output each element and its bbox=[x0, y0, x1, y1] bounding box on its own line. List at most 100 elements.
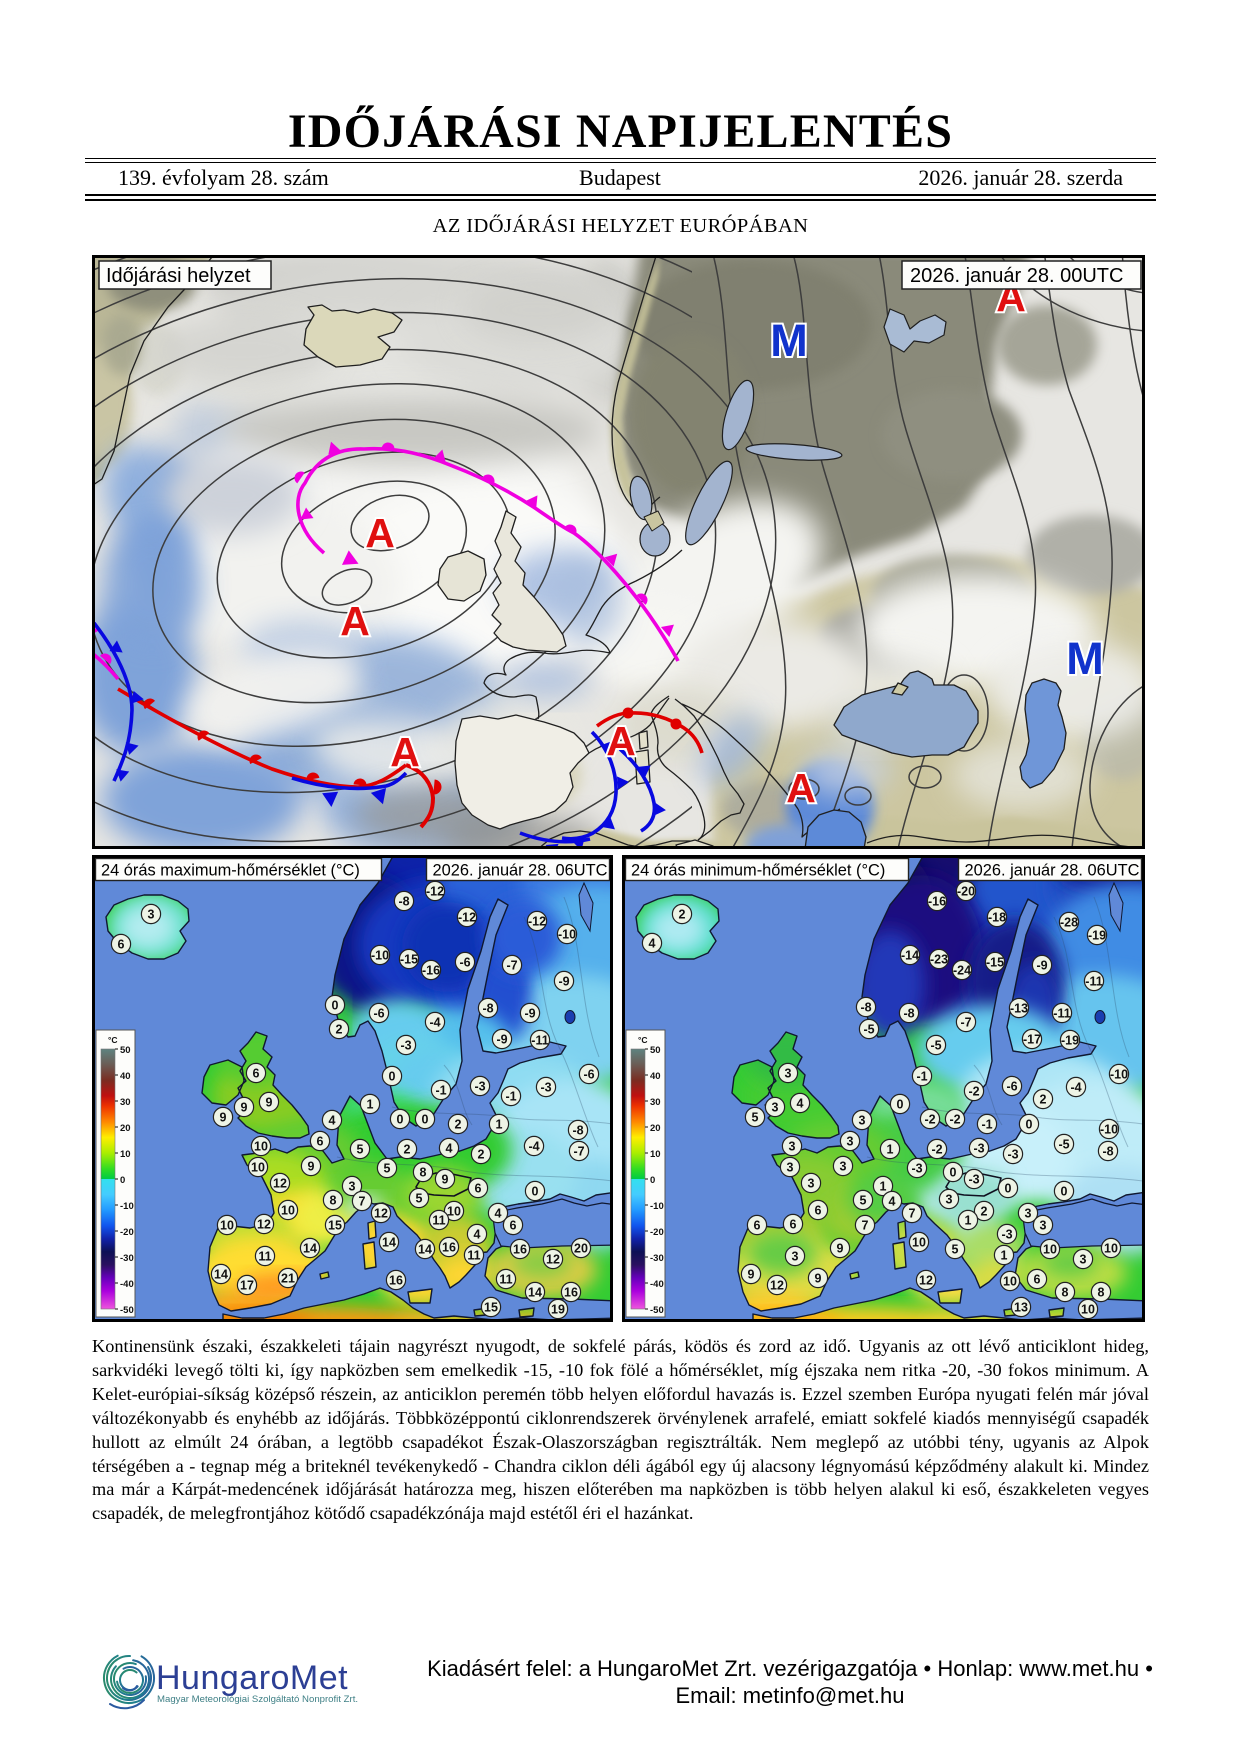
svg-text:3: 3 bbox=[785, 1066, 792, 1080]
svg-text:-50: -50 bbox=[650, 1305, 664, 1316]
svg-text:-8: -8 bbox=[860, 1000, 871, 1014]
svg-text:14: 14 bbox=[214, 1267, 228, 1281]
svg-text:-24: -24 bbox=[953, 963, 971, 977]
svg-text:M: M bbox=[1066, 633, 1104, 684]
svg-text:3: 3 bbox=[859, 1113, 866, 1127]
svg-text:0: 0 bbox=[532, 1184, 539, 1198]
svg-text:9: 9 bbox=[442, 1172, 449, 1186]
svg-text:3: 3 bbox=[792, 1249, 799, 1263]
svg-text:1: 1 bbox=[887, 1142, 894, 1156]
svg-text:9: 9 bbox=[220, 1110, 227, 1124]
svg-text:-9: -9 bbox=[496, 1032, 507, 1046]
svg-text:24 órás minimum-hőmérséklet (°: 24 órás minimum-hőmérséklet (°C) bbox=[631, 862, 885, 880]
svg-text:40: 40 bbox=[650, 1071, 661, 1082]
svg-text:3: 3 bbox=[1080, 1252, 1087, 1266]
svg-text:-3: -3 bbox=[973, 1141, 984, 1155]
svg-text:-9: -9 bbox=[1036, 958, 1047, 972]
svg-text:12: 12 bbox=[546, 1252, 560, 1266]
svg-text:-6: -6 bbox=[459, 955, 470, 969]
svg-text:-19: -19 bbox=[1061, 1033, 1079, 1047]
svg-text:6: 6 bbox=[510, 1218, 517, 1232]
svg-text:20: 20 bbox=[574, 1241, 588, 1255]
svg-text:-3: -3 bbox=[911, 1161, 922, 1175]
svg-text:2026. január 28. 00UTC: 2026. január 28. 00UTC bbox=[910, 265, 1123, 287]
svg-text:10: 10 bbox=[281, 1203, 295, 1217]
svg-text:2: 2 bbox=[1040, 1092, 1047, 1106]
svg-text:10: 10 bbox=[251, 1160, 265, 1174]
svg-text:16: 16 bbox=[564, 1285, 578, 1299]
svg-text:HungaroMet: HungaroMet bbox=[156, 1659, 348, 1697]
svg-text:1: 1 bbox=[1001, 1248, 1008, 1262]
svg-text:4: 4 bbox=[889, 1194, 896, 1208]
svg-text:0: 0 bbox=[332, 998, 339, 1012]
svg-text:3: 3 bbox=[946, 1192, 953, 1206]
svg-text:0: 0 bbox=[422, 1112, 429, 1126]
svg-text:-5: -5 bbox=[930, 1038, 941, 1052]
svg-text:-2: -2 bbox=[949, 1112, 960, 1126]
svg-text:-4: -4 bbox=[528, 1139, 539, 1153]
svg-text:12: 12 bbox=[273, 1176, 287, 1190]
svg-text:11: 11 bbox=[499, 1272, 512, 1286]
svg-text:-3: -3 bbox=[400, 1038, 411, 1052]
svg-text:19: 19 bbox=[551, 1302, 565, 1316]
svg-text:14: 14 bbox=[418, 1242, 432, 1256]
svg-text:15: 15 bbox=[328, 1218, 342, 1232]
svg-text:-4: -4 bbox=[1070, 1080, 1081, 1094]
svg-text:50: 50 bbox=[650, 1045, 661, 1056]
svg-text:-11: -11 bbox=[531, 1033, 548, 1047]
svg-text:-30: -30 bbox=[650, 1253, 664, 1264]
svg-text:10: 10 bbox=[254, 1139, 268, 1153]
svg-text:-15: -15 bbox=[986, 955, 1004, 969]
svg-text:10: 10 bbox=[1043, 1242, 1057, 1256]
svg-text:16: 16 bbox=[442, 1240, 456, 1254]
svg-text:3: 3 bbox=[787, 1160, 794, 1174]
svg-text:-16: -16 bbox=[928, 894, 946, 908]
svg-text:13: 13 bbox=[1014, 1300, 1028, 1314]
svg-text:1: 1 bbox=[496, 1117, 503, 1131]
svg-text:M: M bbox=[770, 315, 808, 366]
svg-text:0: 0 bbox=[120, 1175, 125, 1186]
svg-text:6: 6 bbox=[317, 1134, 324, 1148]
svg-text:10: 10 bbox=[120, 1149, 131, 1160]
svg-text:4: 4 bbox=[649, 936, 656, 950]
svg-text:-20: -20 bbox=[957, 884, 975, 898]
svg-text:11: 11 bbox=[467, 1248, 480, 1262]
svg-text:-5: -5 bbox=[863, 1022, 874, 1036]
svg-text:7: 7 bbox=[862, 1218, 869, 1232]
svg-text:1: 1 bbox=[367, 1097, 374, 1111]
svg-text:10: 10 bbox=[912, 1235, 926, 1249]
svg-text:-10: -10 bbox=[371, 948, 389, 962]
svg-text:10: 10 bbox=[1003, 1274, 1017, 1288]
svg-text:14: 14 bbox=[528, 1285, 542, 1299]
svg-text:8: 8 bbox=[330, 1193, 337, 1207]
svg-text:4: 4 bbox=[495, 1206, 502, 1220]
svg-text:30: 30 bbox=[650, 1097, 661, 1108]
svg-text:16: 16 bbox=[513, 1242, 527, 1256]
svg-text:-14: -14 bbox=[901, 948, 919, 962]
svg-text:-12: -12 bbox=[458, 910, 476, 924]
svg-text:Időjárási helyzet: Időjárási helyzet bbox=[106, 265, 251, 287]
svg-text:6: 6 bbox=[475, 1181, 482, 1195]
svg-text:3: 3 bbox=[840, 1159, 847, 1173]
svg-text:10: 10 bbox=[650, 1149, 661, 1160]
svg-text:-3: -3 bbox=[1007, 1147, 1018, 1161]
svg-text:6: 6 bbox=[790, 1217, 797, 1231]
svg-text:17: 17 bbox=[240, 1278, 254, 1292]
svg-text:8: 8 bbox=[1098, 1285, 1105, 1299]
svg-text:A: A bbox=[786, 765, 816, 811]
svg-text:9: 9 bbox=[308, 1159, 315, 1173]
svg-text:9: 9 bbox=[266, 1095, 273, 1109]
svg-text:10: 10 bbox=[220, 1218, 234, 1232]
svg-text:-1: -1 bbox=[981, 1117, 992, 1131]
svg-text:-6: -6 bbox=[1006, 1079, 1017, 1093]
svg-text:40: 40 bbox=[120, 1071, 131, 1082]
svg-text:5: 5 bbox=[416, 1191, 423, 1205]
svg-text:-6: -6 bbox=[583, 1067, 594, 1081]
svg-text:12: 12 bbox=[257, 1217, 271, 1231]
svg-text:-10: -10 bbox=[558, 927, 576, 941]
svg-text:-7: -7 bbox=[506, 958, 517, 972]
svg-text:-13: -13 bbox=[1010, 1001, 1028, 1015]
svg-text:10: 10 bbox=[447, 1204, 461, 1218]
svg-text:5: 5 bbox=[952, 1242, 959, 1256]
svg-text:-8: -8 bbox=[482, 1001, 493, 1015]
